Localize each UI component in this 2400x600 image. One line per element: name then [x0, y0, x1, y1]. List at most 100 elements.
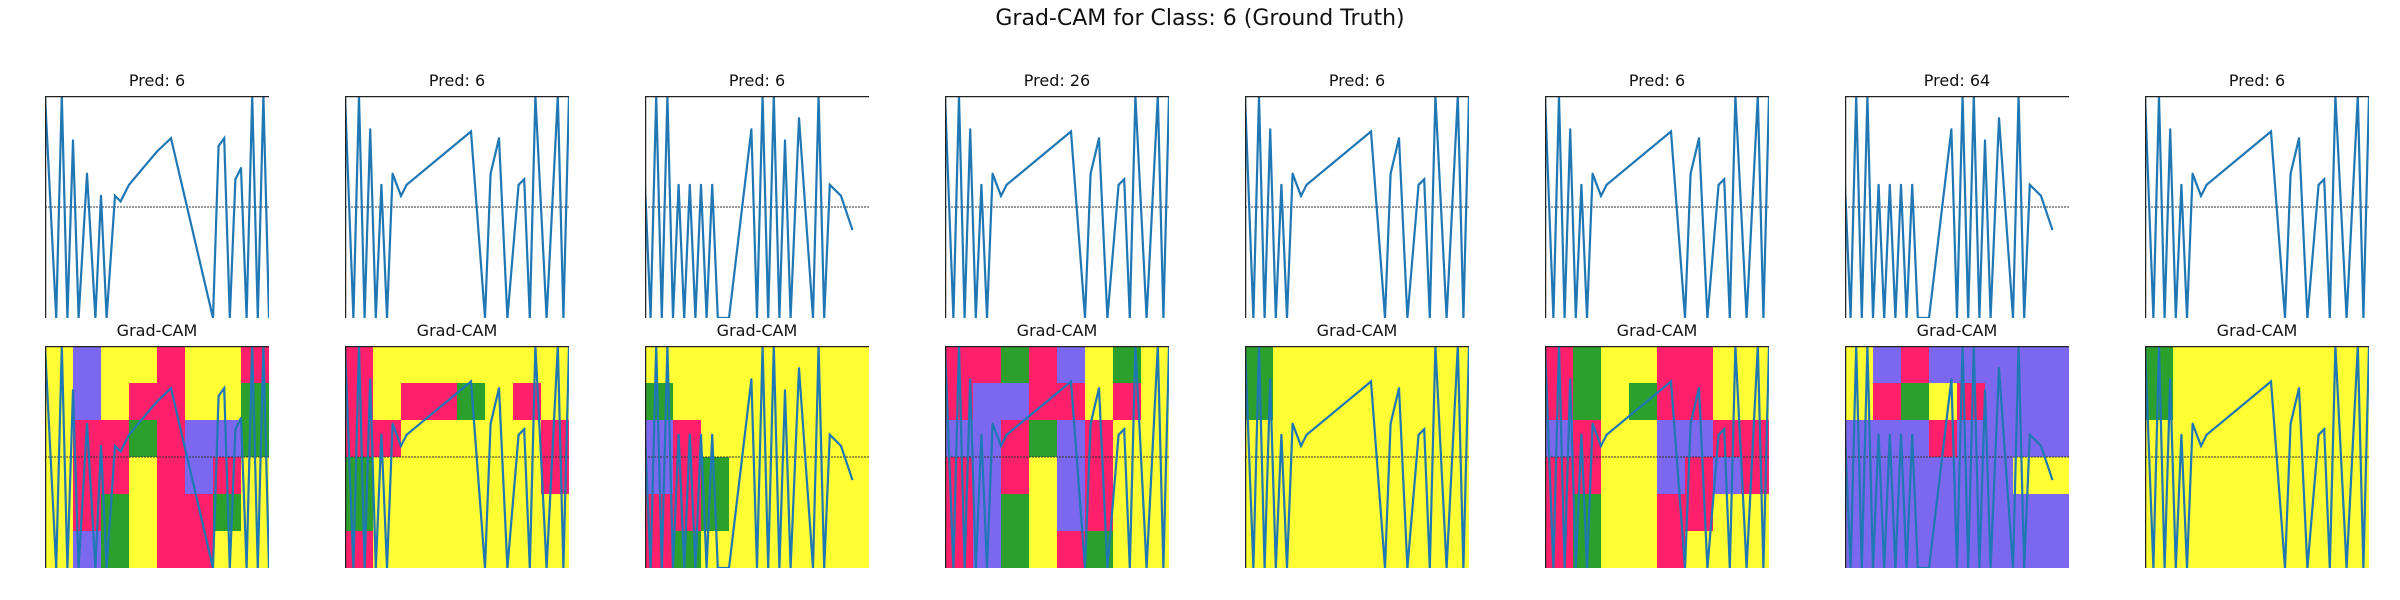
heat-cell — [157, 457, 186, 495]
signal-point — [699, 433, 703, 436]
gradcam-panel — [1845, 346, 2069, 568]
signal-point — [1274, 566, 1277, 568]
signal-point — [2323, 178, 2326, 181]
figure-title: Grad-CAM for Class: 6 (Ground Truth) — [995, 6, 1405, 31]
signal-point — [1911, 183, 1914, 186]
heat-cell — [213, 531, 242, 568]
signal-point — [228, 316, 231, 318]
heat-cell — [373, 383, 402, 421]
signal-point — [1860, 316, 1863, 318]
heat-cell — [2257, 457, 2286, 495]
heat-cell — [2041, 383, 2069, 421]
signal-point — [1955, 316, 1959, 318]
signal-point — [113, 194, 117, 197]
signal-series-line — [945, 346, 1169, 568]
signal-point — [1252, 316, 1255, 318]
signal-point — [683, 566, 686, 568]
heat-cell — [841, 383, 869, 421]
heat-cell — [1329, 346, 1358, 384]
heat-cell — [2229, 420, 2258, 458]
signal-point — [1860, 566, 1863, 568]
signal-point — [405, 433, 408, 436]
signal-point — [1911, 433, 1914, 436]
prediction-panel — [1245, 96, 1469, 318]
signal-point — [1580, 433, 1583, 436]
signal-point — [1574, 316, 1577, 318]
signal-point — [489, 422, 492, 425]
signal-point — [545, 316, 548, 318]
signal-point — [2169, 128, 2172, 131]
signal-point — [1106, 316, 1109, 318]
signal-point — [256, 316, 259, 318]
signal-point — [380, 433, 383, 436]
signal-point — [1417, 183, 1420, 186]
heat-cell — [1657, 531, 1686, 568]
signal-point — [267, 316, 269, 318]
signal-series-line — [645, 96, 854, 318]
heat-cell — [2285, 346, 2314, 384]
signal-point — [85, 172, 89, 175]
heat-cell — [429, 346, 458, 384]
heat-cell — [841, 346, 869, 384]
signal-point — [1927, 316, 1931, 318]
signal-point — [2152, 566, 2155, 568]
signal-point — [1745, 566, 1748, 568]
gradcam-panel — [645, 346, 869, 568]
heat-cell — [485, 494, 514, 532]
signal-point — [985, 566, 989, 568]
signal-point — [94, 316, 97, 318]
signal-point — [1697, 387, 1701, 390]
heat-cell — [45, 346, 74, 384]
signal-point — [352, 316, 355, 318]
heat-cell — [1329, 457, 1358, 495]
heat-cell — [73, 457, 102, 495]
gradcam-title: Grad-CAM — [116, 321, 198, 340]
signal-point — [969, 378, 972, 381]
heat-cell — [2201, 494, 2230, 532]
signal-point — [1983, 139, 1987, 142]
signal-point — [528, 566, 531, 568]
signal-point — [2306, 566, 2309, 568]
signal-point — [562, 316, 565, 318]
signal-point — [750, 128, 753, 131]
gradcam-title: Grad-CAM — [2216, 321, 2298, 340]
signal-point — [1145, 566, 1148, 568]
heat-cell — [1385, 346, 1414, 384]
signal-point — [385, 316, 389, 318]
signal-point — [562, 566, 565, 568]
signal-point — [1128, 316, 1131, 318]
heat-cell — [1545, 494, 1574, 532]
signal-point — [169, 387, 173, 390]
signal-point — [688, 433, 691, 436]
signal-point — [1989, 566, 1992, 568]
signal-point — [705, 566, 708, 568]
heat-cell — [973, 346, 1002, 384]
signal-point — [2180, 183, 2183, 186]
heat-cell — [2201, 531, 2230, 568]
heat-cell — [1573, 383, 1602, 421]
heat-cell — [973, 383, 1002, 421]
signal-point — [755, 566, 759, 568]
signal-point — [1299, 444, 1303, 447]
heat-cell — [401, 383, 430, 421]
signal-point — [1106, 566, 1109, 568]
signal-point — [1689, 172, 1692, 175]
heat-cell — [1385, 494, 1414, 532]
signal-point — [2039, 194, 2043, 197]
signal-point — [85, 422, 89, 425]
heat-cell — [973, 457, 1002, 495]
signal-point — [385, 566, 389, 568]
signal-point — [469, 380, 473, 383]
heat-cell — [1057, 346, 1086, 384]
heat-cell — [1657, 346, 1686, 384]
signal-point — [1983, 389, 1987, 392]
gradcam-panel — [945, 346, 1169, 568]
heat-cell — [1873, 346, 1902, 384]
heat-cell — [1001, 346, 1030, 384]
signal-series-line — [1845, 346, 2054, 568]
heat-cell — [1685, 494, 1714, 532]
heat-cell — [1713, 531, 1742, 568]
signal-point — [2185, 316, 2189, 318]
heat-cell — [2173, 420, 2202, 458]
signal-point — [489, 172, 492, 175]
